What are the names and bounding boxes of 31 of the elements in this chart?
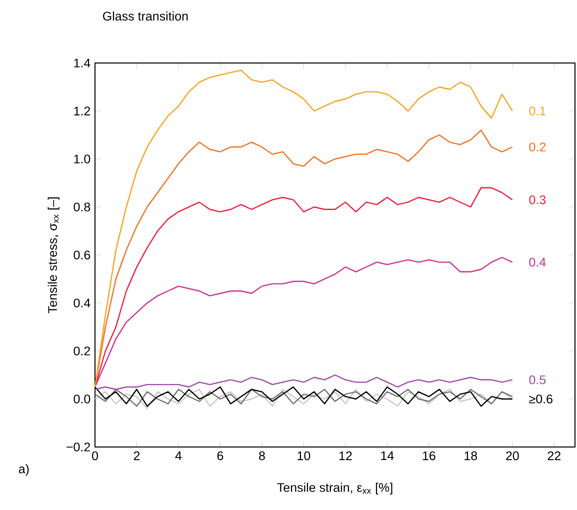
text: a) [18,464,29,476]
y-tick-label: 1.2 [74,106,90,116]
series-label: 0.2 [529,142,546,152]
x-tick-label: 8 [259,451,265,460]
y-tick-label: 0.6 [74,250,90,260]
y-tick-label: 1.4 [74,58,90,68]
y-axis-title: Tensile stress, σ$_{xx}$ [–] [48,197,60,314]
series-label: ≥0.6 [529,394,552,404]
x-tick-label: 10 [298,451,310,460]
x-tick-label: 18 [464,451,478,460]
series-label: 0.1 [529,106,546,116]
x-tick-label: 2 [134,451,140,460]
x-tick-label: 14 [381,451,394,460]
x-tick-label: 20 [506,451,519,460]
x-tick-label: 16 [422,451,436,460]
y-tick-label: −0.2 [66,442,90,452]
y-tick-label: 1.0 [74,154,90,164]
y-tick-label: 0.4 [74,298,90,308]
y-tick-label: 0.8 [74,202,90,212]
x-tick-label: 0 [92,451,98,460]
series-label: 0.5 [529,375,546,384]
series-label: 0.4 [529,258,546,267]
x-tick-label: 12 [339,451,352,460]
x-tick-label: 4 [175,451,182,460]
x-tick-label: 22 [548,451,560,460]
x-tick-label: 6 [217,451,224,460]
y-tick-label: 0.0 [74,394,90,404]
x-axis-title: Tensile strain, ε$_{xx}$ [%] [277,482,392,494]
series-label: 0.3 [529,195,546,204]
chart-title: Glass transition [103,11,188,21]
y-tick-label: 0.2 [74,346,90,356]
